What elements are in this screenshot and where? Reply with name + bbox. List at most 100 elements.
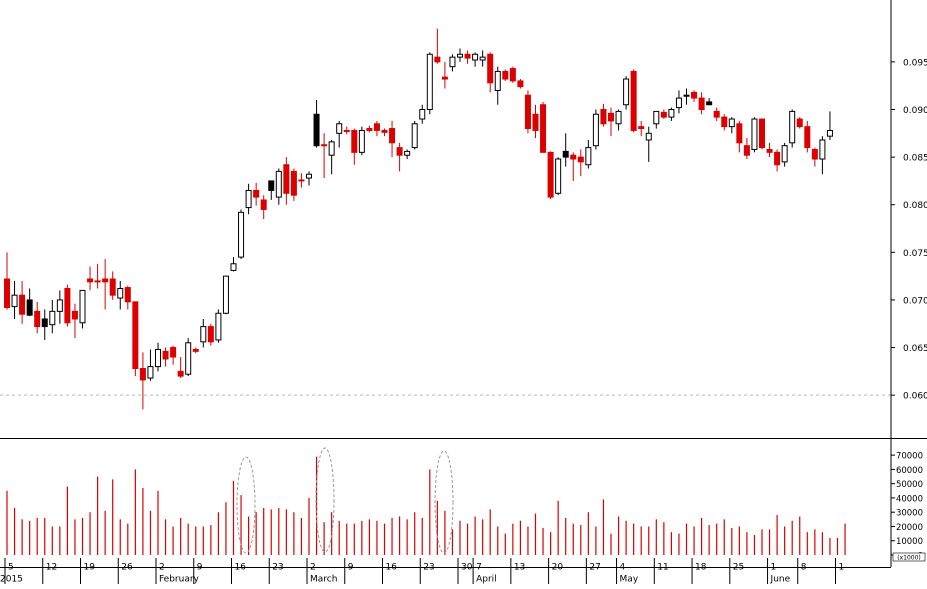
candle-body — [540, 104, 547, 153]
candle-body — [509, 68, 516, 82]
candle-body — [366, 128, 373, 131]
candle-body — [192, 348, 199, 352]
candle — [766, 142, 773, 158]
candle — [192, 347, 199, 354]
candle-body — [275, 170, 282, 198]
candle-body — [600, 109, 607, 125]
x-tick-label: 8 — [801, 563, 807, 573]
candle-body — [343, 129, 350, 132]
x-tick-label: 9 — [348, 563, 354, 573]
candle — [555, 157, 562, 196]
candle — [155, 342, 161, 372]
x-tick-label: 23 — [423, 563, 434, 573]
candle-body — [449, 56, 456, 68]
candle-body — [358, 129, 365, 153]
candle-body — [306, 173, 312, 179]
x-tick-label: 27 — [589, 563, 600, 573]
candle-body — [796, 118, 803, 128]
candle-body — [41, 318, 48, 328]
candle — [502, 69, 509, 81]
candle-body — [811, 148, 818, 160]
candle — [675, 90, 682, 114]
candle — [426, 52, 433, 115]
month-label: April — [476, 575, 497, 585]
candle-body — [404, 150, 411, 156]
candle-body — [555, 158, 562, 194]
candle-body — [804, 126, 811, 149]
volume-tick-label: 50000 — [896, 480, 923, 490]
volume-highlight-ellipse — [315, 447, 335, 553]
volume-panel — [6, 447, 846, 555]
candle — [207, 323, 214, 346]
candle — [253, 182, 260, 206]
candle-body — [766, 148, 773, 153]
candle-body — [87, 278, 94, 283]
candle-body — [373, 123, 380, 131]
candle — [547, 151, 554, 200]
month-label: March — [310, 575, 337, 585]
candle — [449, 54, 456, 72]
candle — [781, 142, 788, 167]
price-tick-label: 0.090 — [903, 106, 927, 116]
candle-body — [608, 112, 614, 122]
candle-body — [411, 123, 418, 149]
candle — [222, 275, 229, 315]
candle-body — [668, 109, 675, 118]
candle — [653, 110, 660, 129]
candle-body — [826, 129, 833, 137]
candle-body — [789, 110, 796, 144]
x-tick-label: 9 — [197, 563, 203, 573]
x-tick-label: 16 — [386, 563, 398, 573]
candle-body — [660, 111, 667, 118]
candle — [796, 117, 803, 129]
volume-highlight-ellipse — [434, 450, 454, 554]
candle-body — [721, 116, 728, 128]
candle-body — [691, 91, 698, 99]
candle-body — [94, 280, 101, 283]
candle — [230, 257, 237, 272]
candle-body — [751, 118, 758, 150]
x-tick-label: 30 — [461, 563, 473, 573]
volume-tick-label: 10000 — [896, 537, 923, 547]
candle-body — [79, 289, 86, 324]
candle-body — [49, 310, 56, 326]
candle-body — [132, 301, 139, 369]
x-tick-label: 18 — [695, 563, 707, 573]
candle-body — [698, 97, 705, 110]
candle — [71, 303, 78, 339]
candle-body — [683, 94, 690, 97]
candle — [19, 280, 26, 324]
candle — [177, 357, 184, 379]
candle-body — [253, 189, 260, 198]
price-tick-label: 0.070 — [903, 296, 927, 306]
candle — [343, 126, 350, 135]
month-label: June — [770, 575, 791, 585]
candle — [434, 28, 441, 64]
candle — [706, 98, 713, 106]
candle — [600, 103, 607, 127]
candle-body — [109, 278, 116, 296]
candle-body — [419, 109, 426, 120]
candle-body — [389, 128, 396, 144]
candle-body — [630, 70, 637, 131]
candle-body — [139, 367, 146, 381]
candle — [185, 338, 192, 377]
candle — [4, 252, 10, 310]
candle-body — [706, 101, 713, 106]
candle-body — [592, 113, 599, 147]
candle-body — [577, 156, 584, 163]
candle-body — [396, 147, 403, 156]
volume-tick-label: 60000 — [896, 466, 923, 476]
volume-tick-label: 40000 — [896, 494, 923, 504]
candle — [804, 120, 811, 153]
candle — [56, 290, 63, 324]
volume-highlight-ellipse — [236, 456, 256, 554]
candle-body — [426, 53, 433, 110]
candle — [351, 128, 358, 165]
candle-body — [4, 278, 10, 309]
candle — [290, 168, 297, 201]
candle-body — [645, 132, 652, 141]
x-tick-label: 1 — [839, 563, 845, 573]
